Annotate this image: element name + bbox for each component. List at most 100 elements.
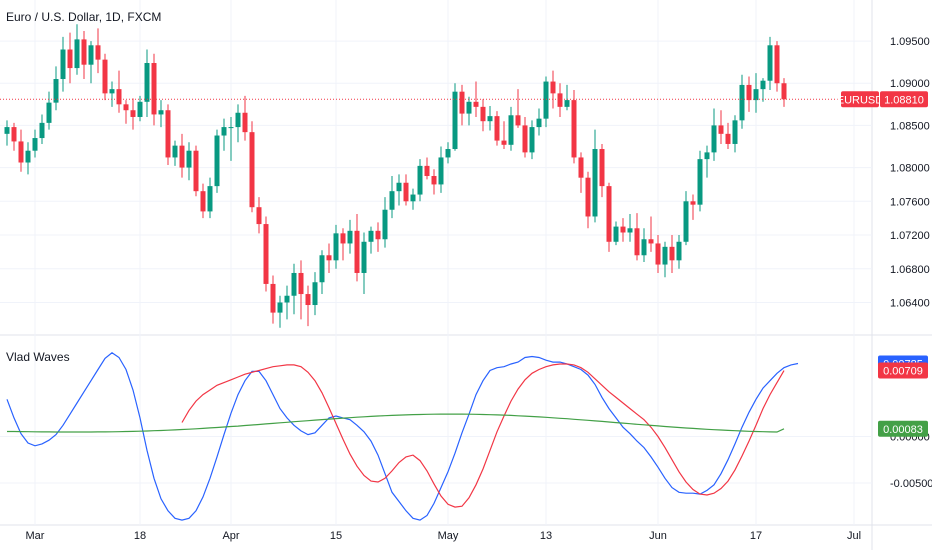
candle-up <box>214 135 220 187</box>
candle-up <box>144 63 150 102</box>
candle-down <box>634 228 640 256</box>
oscillator-tick-label: -0.00500 <box>890 478 932 490</box>
candle-up <box>676 241 682 261</box>
candle-up <box>452 91 458 150</box>
candle-up <box>319 255 325 283</box>
candle-up <box>466 101 472 114</box>
oscillator-value-badge-red <box>878 362 928 379</box>
candle-down <box>571 100 577 158</box>
candle-up <box>32 138 38 151</box>
candle-up <box>361 241 367 273</box>
candle-up <box>662 246 668 265</box>
candle-up <box>683 201 689 242</box>
price-tick-label: 1.07600 <box>890 196 930 208</box>
vlad-waves-blue-line <box>6 352 799 521</box>
candle-down <box>599 149 605 187</box>
candle-up <box>53 79 59 103</box>
price-tick-label: 1.08500 <box>890 120 930 132</box>
candle-down <box>123 104 129 111</box>
time-tick-label: 18 <box>134 530 146 542</box>
candle-down <box>718 125 724 134</box>
candle-up <box>613 226 619 242</box>
time-tick-label: 13 <box>540 530 552 542</box>
candle-up <box>382 209 388 240</box>
candle-down <box>165 110 171 158</box>
time-tick-label: 15 <box>330 530 342 542</box>
candle-down <box>179 145 185 168</box>
candle-down <box>655 243 661 265</box>
candle-down <box>781 83 787 100</box>
candle-up <box>529 127 535 153</box>
candle-up <box>536 118 542 128</box>
candle-up <box>46 102 52 123</box>
candle-up <box>627 228 633 233</box>
candle-down <box>375 230 381 240</box>
candle-up <box>592 149 598 217</box>
candle-up <box>445 149 451 158</box>
candle-down <box>431 176 437 185</box>
candle-down <box>193 150 199 192</box>
candle-up <box>564 100 570 107</box>
candle-down <box>585 177 591 217</box>
candle-up <box>753 89 759 101</box>
candle-up <box>641 239 647 256</box>
candle-up <box>277 302 283 313</box>
candle-down <box>620 226 626 233</box>
oscillator-value-badge-green <box>878 420 928 437</box>
candle-up <box>109 89 115 94</box>
candle-down <box>256 207 262 225</box>
candle-up <box>417 165 423 195</box>
candle-up <box>487 116 493 122</box>
candle-down <box>403 182 409 202</box>
candle-up <box>410 194 416 202</box>
candle-down <box>606 186 612 242</box>
candle-up <box>74 39 80 69</box>
vlad-waves-red-line <box>181 363 785 508</box>
candle-up <box>438 157 444 185</box>
candle-up <box>235 112 241 128</box>
candle-down <box>116 89 122 105</box>
candle-down <box>81 39 87 65</box>
symbol-badge-label: EURUSD <box>837 94 884 106</box>
vlad-waves-baseline <box>7 413 785 433</box>
candle-up <box>284 295 290 303</box>
candle-down <box>95 45 101 60</box>
candle-up <box>291 272 297 296</box>
price-tick-label: 1.06800 <box>890 264 930 276</box>
candle-down <box>459 91 465 114</box>
candles-layer <box>0 24 872 328</box>
candle-up <box>88 45 94 65</box>
indicator-title: Vlad Waves <box>6 350 70 364</box>
candle-up <box>767 45 773 81</box>
candle-down <box>200 191 206 212</box>
price-tick-label: 1.07200 <box>890 230 930 242</box>
candle-up <box>60 49 66 80</box>
candle-up <box>333 233 339 261</box>
symbol-badge[interactable] <box>841 91 879 108</box>
candle-down <box>424 165 430 176</box>
candle-down <box>725 133 731 144</box>
price-tick-label: 1.06400 <box>890 297 930 309</box>
candle-down <box>550 81 556 94</box>
time-tick-label: Jun <box>649 530 667 542</box>
price-tick-label: 1.09500 <box>890 36 930 48</box>
candle-down <box>473 101 479 107</box>
candle-up <box>760 80 766 90</box>
candle-down <box>18 141 24 163</box>
candle-up <box>368 230 374 242</box>
candle-up <box>347 230 353 244</box>
candle-up <box>137 101 143 117</box>
candle-down <box>557 93 563 107</box>
candle-down <box>494 116 500 141</box>
candle-up <box>508 115 514 145</box>
candle-down <box>67 49 73 69</box>
candle-down <box>151 63 157 115</box>
candle-down <box>298 272 304 295</box>
candle-up <box>25 150 31 163</box>
candle-down <box>648 239 654 244</box>
candle-up <box>389 191 395 210</box>
candle-up <box>396 182 402 192</box>
time-tick-label: May <box>438 530 459 542</box>
